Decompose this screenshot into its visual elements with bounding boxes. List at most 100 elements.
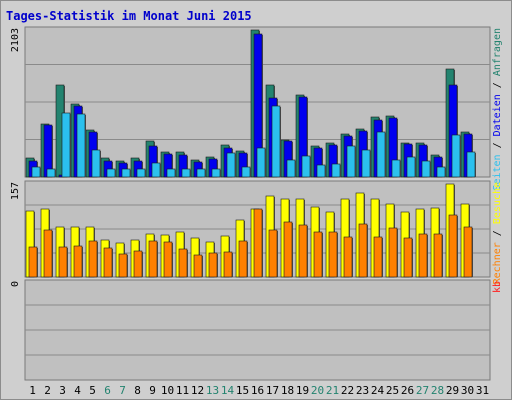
x-tick-label-day-24: 24 <box>371 384 385 397</box>
bar-seiten-day-25 <box>391 159 401 178</box>
bar-rechner-day-5 <box>88 240 98 278</box>
chart-title: Tages-Statistik im Monat Juni 2015 <box>6 9 252 23</box>
bar-rechner-day-22 <box>343 236 353 278</box>
chart-panels: 2103 157 0 <box>10 26 491 381</box>
bar-seiten-day-4 <box>76 113 86 178</box>
x-tick-label-day-25: 25 <box>386 384 399 397</box>
bar-rechner-day-15 <box>238 240 248 278</box>
bar-seiten-day-9 <box>151 162 161 178</box>
bar-seiten-day-2 <box>46 168 56 178</box>
bar-rechner-day-10 <box>163 241 173 278</box>
x-tick-label-day-26: 26 <box>401 384 414 397</box>
x-tick-label-day-22: 22 <box>341 384 354 397</box>
x-tick-label-day-27: 27 <box>416 384 429 397</box>
bar-seiten-day-5 <box>91 149 101 178</box>
bar-seiten-day-27 <box>421 160 431 178</box>
bar-rechner-day-9 <box>148 240 158 278</box>
x-tick-label-day-4: 4 <box>74 384 81 397</box>
x-tick-label-day-23: 23 <box>356 384 369 397</box>
bar-seiten-day-13 <box>211 168 221 178</box>
x-tick-label-day-6: 6 <box>104 384 111 397</box>
bar-seiten-day-8 <box>136 168 146 178</box>
bar-seiten-day-1 <box>31 166 41 178</box>
bar-rechner-day-20 <box>313 231 323 278</box>
bar-seiten-day-22 <box>346 145 356 178</box>
x-tick-label-day-14: 14 <box>221 384 235 397</box>
bar-rechner-day-12 <box>193 254 203 278</box>
bar-rechner-day-16 <box>253 208 263 278</box>
bar-rechner-day-8 <box>133 250 143 278</box>
bar-seiten-day-19 <box>301 155 311 178</box>
bar-rechner-day-26 <box>403 237 413 278</box>
bar-rechner-day-7 <box>118 253 128 278</box>
x-tick-label-day-31: 31 <box>476 384 489 397</box>
bar-seiten-day-20 <box>316 164 326 178</box>
x-tick-label-day-7: 7 <box>119 384 126 397</box>
bar-rechner-day-17 <box>268 229 278 278</box>
x-tick-label-day-19: 19 <box>296 384 309 397</box>
panel-bottom-legend: kb <box>492 281 503 293</box>
x-tick-label-day-1: 1 <box>29 384 36 397</box>
bar-seiten-day-12 <box>196 168 206 178</box>
x-tick-label-day-5: 5 <box>89 384 96 397</box>
x-tick-label-day-30: 30 <box>461 384 474 397</box>
x-tick-label-day-2: 2 <box>44 384 51 397</box>
bar-seiten-day-6 <box>106 168 116 178</box>
bar-rechner-day-4 <box>73 245 83 278</box>
x-tick-label-day-8: 8 <box>134 384 141 397</box>
bar-seiten-day-14 <box>226 152 236 178</box>
bar-seiten-day-15 <box>241 166 251 178</box>
x-tick-label-day-21: 21 <box>326 384 339 397</box>
x-tick-label-day-12: 12 <box>191 384 204 397</box>
bar-seiten-day-11 <box>181 168 191 178</box>
x-tick-label-day-3: 3 <box>59 384 66 397</box>
x-tick-label-day-18: 18 <box>281 384 294 397</box>
bar-seiten-day-23 <box>361 149 371 178</box>
panel-middle-legend: Rechner / Besuche <box>492 182 503 284</box>
bar-rechner-day-23 <box>358 223 368 278</box>
bar-rechner-day-11 <box>178 248 188 278</box>
bar-seiten-day-10 <box>166 168 176 178</box>
legend-anfragen: Anfragen <box>492 28 503 76</box>
bar-rechner-day-30 <box>463 226 473 278</box>
x-tick-label-day-10: 10 <box>161 384 174 397</box>
bar-rechner-day-19 <box>298 224 308 278</box>
x-tick-label-day-9: 9 <box>149 384 156 397</box>
bar-rechner-day-25 <box>388 227 398 278</box>
legend-dateien: Dateien <box>492 94 503 136</box>
bar-seiten-day-16 <box>256 147 266 178</box>
bar-rechner-day-28 <box>433 233 443 278</box>
panel-bottom-scale-label: 0 <box>10 281 21 287</box>
bar-seiten-day-24 <box>376 131 386 178</box>
bar-rechner-day-6 <box>103 247 113 278</box>
bar-rechner-day-1 <box>28 246 38 278</box>
x-tick-label-day-15: 15 <box>236 384 249 397</box>
bar-rechner-day-2 <box>43 229 53 278</box>
x-tick-label-day-20: 20 <box>311 384 324 397</box>
bar-seiten-day-21 <box>331 163 341 178</box>
x-tick-label-day-17: 17 <box>266 384 279 397</box>
panel-top-scale-label: 2103 <box>10 28 21 52</box>
legend-kb: kb <box>492 281 503 293</box>
x-tick-label-day-28: 28 <box>431 384 444 397</box>
x-tick-label-day-11: 11 <box>176 384 189 397</box>
bar-seiten-day-18 <box>286 159 296 178</box>
legend-rechner: Rechner <box>492 242 503 284</box>
x-axis-day-labels: 1 2 3 4 5 6 7 8 9 10 11 12 13 14 15 16 17 18 19 20 21 22 23 24 2… <box>29 384 489 397</box>
chart-marks <box>25 29 476 278</box>
bar-seiten-day-26 <box>406 156 416 178</box>
bar-rechner-day-14 <box>223 251 233 278</box>
x-tick-label-day-16: 16 <box>251 384 264 397</box>
bar-rechner-day-18 <box>283 221 293 278</box>
bar-seiten-day-7 <box>121 168 131 178</box>
bar-rechner-day-29 <box>448 214 458 278</box>
bar-seiten-day-29 <box>451 134 461 178</box>
bar-rechner-day-21 <box>328 231 338 278</box>
panel-middle-scale-label: 157 <box>10 182 21 200</box>
x-tick-label-day-13: 13 <box>206 384 219 397</box>
bar-rechner-day-27 <box>418 233 428 278</box>
legend-seiten: Seiten <box>492 154 503 190</box>
bar-rechner-day-24 <box>373 236 383 278</box>
